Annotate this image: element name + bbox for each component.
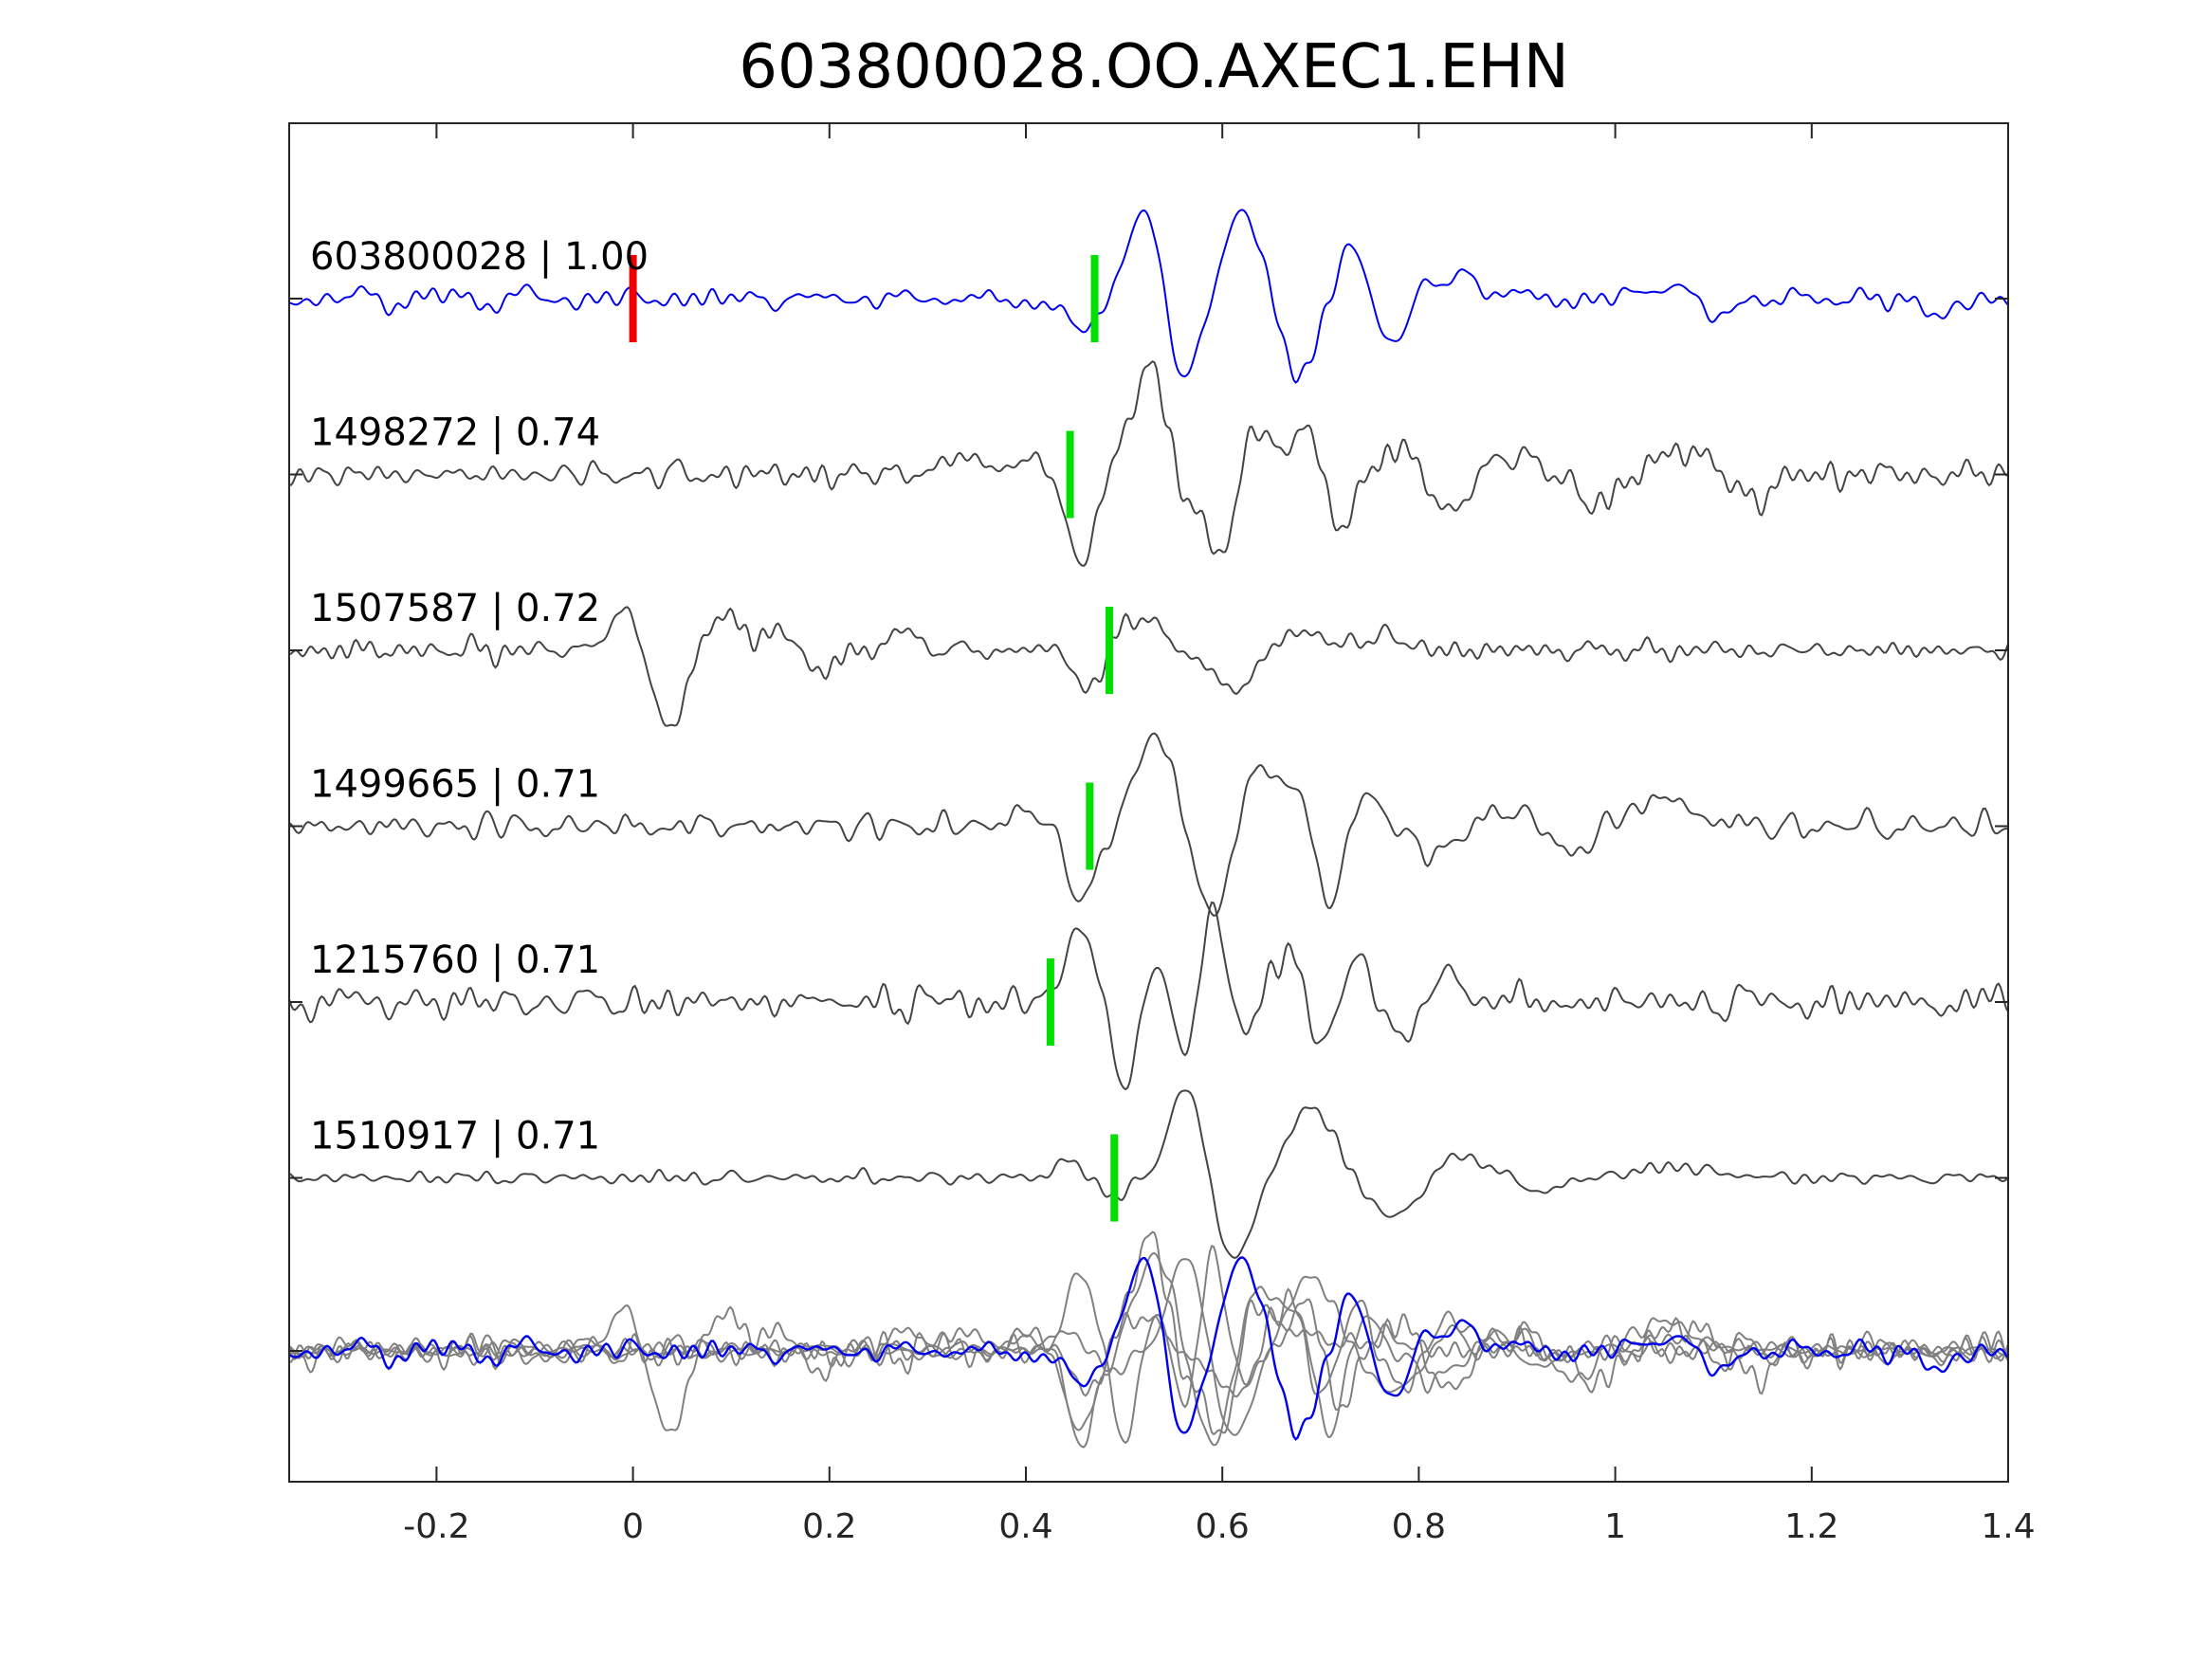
traces-group xyxy=(288,209,2009,1259)
trace-label-1498272: 1498272 | 0.74 xyxy=(310,411,600,455)
trace-label-1507587: 1507587 | 0.72 xyxy=(310,587,600,630)
x-axis-ticks: -0.2 0 0.2 0.4 0.6 0.8 1 1.2 1.4 xyxy=(403,123,2036,1546)
chart-title: 603800028.OO.AXEC1.EHN xyxy=(739,32,1569,102)
trace-label-603800028: 603800028 | 1.00 xyxy=(310,235,649,279)
trace-603800028 xyxy=(288,209,2009,384)
picks-group xyxy=(629,255,1119,1222)
trace-1498272 xyxy=(288,360,2009,567)
trace-label-1499665: 1499665 | 0.71 xyxy=(310,763,600,807)
trace-label-1510917: 1510917 | 0.71 xyxy=(310,1115,600,1158)
trace-1507587 xyxy=(288,606,2009,727)
x-tick-label: 0 xyxy=(622,1507,644,1546)
stack-trace-1215760 xyxy=(288,1245,2009,1445)
trace-1510917 xyxy=(288,1089,2009,1259)
x-tick-label: 0.6 xyxy=(1196,1507,1250,1546)
stacked-traces-group xyxy=(288,1231,2009,1449)
stack-trace-1507587 xyxy=(288,1304,2009,1431)
x-tick-label: 0.4 xyxy=(998,1507,1052,1546)
axes-frame xyxy=(288,122,2009,1483)
x-tick-label: -0.2 xyxy=(403,1507,469,1546)
trace-1215760 xyxy=(288,901,2009,1091)
trace-1499665 xyxy=(288,732,2009,917)
x-tick-label: 0.2 xyxy=(802,1507,856,1546)
trace-label-1215760: 1215760 | 0.71 xyxy=(310,939,600,982)
stack-trace-603800028 xyxy=(288,1256,2009,1441)
stack-trace-1510917 xyxy=(288,1258,2009,1436)
x-tick-label: 1.2 xyxy=(1784,1507,1838,1546)
trace-labels-group: 603800028 | 1.00 1498272 | 0.74 1507587 | … xyxy=(310,235,649,1158)
x-tick-label: 1.4 xyxy=(1981,1507,2035,1546)
x-tick-label: 0.8 xyxy=(1392,1507,1446,1546)
plot-area xyxy=(289,123,2008,1482)
x-tick-label: 1 xyxy=(1604,1507,1626,1546)
